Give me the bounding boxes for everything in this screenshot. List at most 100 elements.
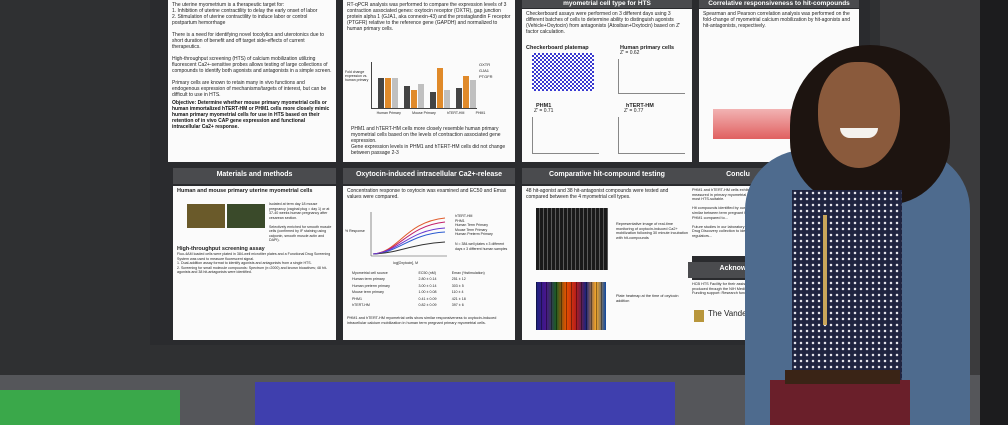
platemap-label: Checkerboard platemap bbox=[526, 45, 589, 51]
correlative-text: Spearman and Pearson correlation analysi… bbox=[703, 11, 851, 29]
cell-source: PHM1 bbox=[352, 296, 362, 301]
green-carpet bbox=[0, 390, 180, 425]
comparative-text: 48 hit-agonist and 38 hit-antagonist com… bbox=[526, 188, 669, 200]
bar-phm1-oxtr bbox=[456, 88, 462, 108]
bar-hp-oxtr bbox=[378, 78, 384, 108]
qpcr-bar-chart bbox=[371, 62, 477, 109]
htert-z: Z' = 0.77 bbox=[624, 108, 644, 114]
vanderbilt-logo bbox=[694, 310, 704, 322]
hp-z: Z' = 0.62 bbox=[620, 50, 640, 56]
cell-emax: 110 ± 4 bbox=[451, 290, 464, 295]
hts-panel: Checkerboard assays were performed on 3 … bbox=[522, 9, 692, 162]
cell-source: Mouse term primary bbox=[352, 290, 384, 295]
curve-human-preterm bbox=[372, 227, 446, 255]
methods-header: Materials and methods bbox=[173, 168, 336, 184]
person-smile bbox=[840, 128, 878, 138]
bar-hp-ptgfr bbox=[392, 78, 398, 108]
cell-ec50: 0.41 ± 0.09 bbox=[418, 296, 437, 301]
oxytocin-curve-chart bbox=[370, 212, 447, 257]
cell-ec50: 0.82 ± 0.09 bbox=[418, 303, 437, 308]
table-head-source: Myometrial cell source bbox=[352, 271, 388, 275]
curve-mouse-term bbox=[372, 241, 446, 255]
bar-ht-oxtr bbox=[430, 92, 436, 108]
oxytocin-bullets: PHM1 and hTERT-HM myometrial cells show … bbox=[347, 316, 497, 325]
person-belt bbox=[785, 370, 900, 384]
cat-phm1: PHM1 bbox=[475, 111, 486, 115]
cell-emax: 421 ± 18 bbox=[451, 296, 466, 301]
table-head-ec50: EC50 (nM) bbox=[418, 271, 436, 275]
bar-phm1-ptgfr bbox=[470, 80, 476, 108]
cell-source: Human preterm primary bbox=[352, 283, 390, 288]
legend-ptgfr: PTGFR bbox=[479, 74, 493, 79]
cat-mouse-primary: Mouse Primary bbox=[412, 111, 436, 115]
person-top bbox=[792, 190, 902, 390]
cell-ec50: 3.00 ± 0.14 bbox=[418, 283, 437, 288]
oxytocin-xlabel: log[Oxytocin], M bbox=[393, 261, 419, 265]
legend-htert: hTERT-HM bbox=[455, 214, 473, 218]
qpcr-categories: Human Primary Mouse Primary hTERT-HM PHM… bbox=[371, 110, 491, 116]
legend-human-term: Human Term Primary bbox=[455, 223, 488, 227]
cell-source: Human term primary bbox=[352, 277, 385, 282]
vanderbilt-wordmark: The Vanderbi bbox=[708, 309, 756, 318]
legend-human-preterm: Human Preterm Primary bbox=[455, 232, 493, 236]
hts-text: Checkerboard assays were performed on 3 … bbox=[526, 11, 681, 35]
bar-ht-ptgfr bbox=[444, 90, 450, 108]
cat-htert: hTERT-HM bbox=[446, 111, 465, 115]
realtime-plate-image bbox=[536, 208, 608, 270]
bar-phm1-gja1 bbox=[463, 76, 469, 108]
oxytocin-header: Oxytocin-induced intracellular Ca2+-rele… bbox=[343, 168, 515, 184]
oxytocin-panel: Concentration response to oxytocin was e… bbox=[343, 186, 515, 340]
htert-label: hTERT-HM bbox=[626, 103, 654, 109]
qpcr-text: RT-qPCR analysis was performed to compar… bbox=[347, 2, 511, 32]
table-row: hTERT-HM 0.82 ± 0.09 397 ± 6 bbox=[351, 302, 509, 308]
bar-hp-gja1 bbox=[385, 78, 391, 108]
oxytocin-text: Concentration response to oxytocin was e… bbox=[347, 188, 507, 200]
table-row: PHM1 0.41 ± 0.09 421 ± 18 bbox=[351, 296, 509, 302]
table-row: Human term primary 2.80 ± 0.14 251 ± 12 bbox=[351, 276, 509, 282]
methods-panel: Human and mouse primary uterine myometri… bbox=[173, 186, 336, 340]
phm1-label: PHM1 bbox=[536, 103, 552, 109]
cat-human-primary: Human Primary bbox=[376, 111, 401, 115]
qpcr-panel: RT-qPCR analysis was performed to compar… bbox=[343, 0, 515, 162]
correlation-heatmap bbox=[713, 109, 793, 139]
oxytocin-note: N = 384-well plates x 3 different days x… bbox=[455, 242, 508, 251]
table-row: Human preterm primary 3.00 ± 0.14 303 ± 5 bbox=[351, 283, 509, 289]
oxytocin-table: Myometrial cell source EC50 (nM) Emax (%… bbox=[351, 270, 509, 308]
cell-emax: 303 ± 5 bbox=[451, 283, 464, 288]
curve-phm1 bbox=[372, 221, 446, 255]
legend-gja1: GJA1 bbox=[479, 68, 490, 73]
qpcr-ylabel: Fold change expression vs. human primary bbox=[345, 70, 369, 82]
cell-source: hTERT-HM bbox=[352, 303, 370, 308]
qpcr-legend: OXTR GJA1 PTGFR bbox=[479, 62, 493, 80]
legend-phm1: PHM1 bbox=[455, 218, 465, 223]
cell-ec50: 1.00 ± 0.08 bbox=[418, 290, 437, 295]
comparative-header: Comparative hit-compound testing bbox=[522, 168, 692, 184]
bar-mp-gja1 bbox=[411, 90, 417, 108]
realtime-caption: Representative image of real-time monito… bbox=[616, 222, 688, 240]
hp-scatter bbox=[618, 59, 685, 94]
legend-mouse-term: Mouse Term Primary bbox=[455, 227, 488, 232]
person-pants bbox=[770, 380, 910, 425]
hp-label: Human primary cells bbox=[620, 45, 675, 51]
comparative-panel: 48 hit-agonist and 38 hit-antagonist com… bbox=[522, 186, 692, 340]
bar-mp-oxtr bbox=[404, 86, 410, 108]
hts-assay-text: Fluo-4AM loaded cells were plated in 384… bbox=[177, 252, 331, 274]
cells-title: Human and mouse primary uterine myometri… bbox=[177, 188, 313, 194]
cell-emax: 397 ± 6 bbox=[451, 303, 464, 308]
phm1-scatter bbox=[532, 117, 599, 154]
phm1-z: Z' = 0.71 bbox=[534, 108, 554, 114]
plate-heatmap bbox=[536, 282, 606, 330]
bar-ht-gja1 bbox=[437, 68, 443, 108]
oxytocin-legend: hTERT-HM PHM1 Human Term Primary Mouse T… bbox=[455, 214, 493, 237]
correlative-header: Correlative responsiveness to hit-compou… bbox=[699, 0, 859, 8]
objective-text: Objective: Determine whether mouse prima… bbox=[172, 100, 330, 130]
checkerboard-platemap bbox=[532, 53, 594, 91]
qpcr-bullets: PHM1 and hTERT-HM cells more closely res… bbox=[351, 126, 506, 156]
cells-image-2 bbox=[227, 204, 265, 228]
cell-emax: 251 ± 12 bbox=[451, 277, 466, 282]
bar-mp-ptgfr bbox=[418, 84, 424, 108]
heatmap-caption: Plate heatmap at the time of oxytocin ad… bbox=[616, 294, 679, 303]
hts-assay-title: High-throughput screening assay bbox=[177, 246, 265, 252]
intro-panel: The uterine myometrium is a therapeutic … bbox=[168, 0, 336, 162]
cells-image-1 bbox=[187, 204, 225, 228]
